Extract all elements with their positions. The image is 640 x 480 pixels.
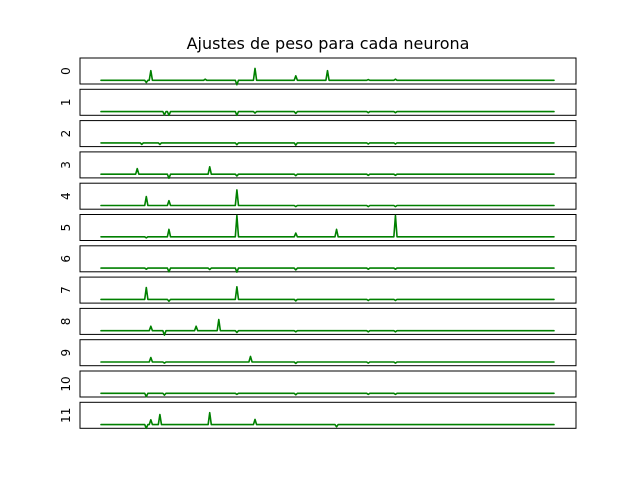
series-line-7 (100, 285, 555, 303)
subplot-label-1: 1 (59, 98, 73, 106)
series-line-11 (100, 411, 555, 430)
subplot-label-5: 5 (59, 224, 73, 232)
series-line-10 (100, 392, 555, 398)
subplot-label-10: 10 (59, 376, 73, 391)
subplot-label-2: 2 (59, 130, 73, 138)
subplot-label-11: 11 (59, 408, 73, 423)
subplot-label-4: 4 (59, 192, 73, 200)
subplot-label-3: 3 (59, 161, 73, 169)
subplot-grid: 0 1 2 3 4 5 6 7 8 9 10 11 (59, 57, 577, 430)
subplot-label-8: 8 (59, 318, 73, 326)
series-line-4 (100, 189, 555, 208)
series-line-6 (100, 267, 555, 273)
subplot-label-9: 9 (59, 349, 73, 357)
subplot-label-6: 6 (59, 255, 73, 263)
subplot-label-7: 7 (59, 286, 73, 294)
subplot-label-0: 0 (59, 67, 73, 75)
series-line-2 (100, 142, 555, 146)
series-line-1 (100, 110, 555, 117)
chart-title: Ajustes de peso para cada neurona (187, 34, 470, 53)
series-line-3 (100, 165, 555, 180)
series-line-8 (100, 318, 555, 336)
series-line-9 (100, 355, 555, 365)
series-line-5 (100, 214, 555, 239)
series-line-0 (100, 67, 555, 86)
